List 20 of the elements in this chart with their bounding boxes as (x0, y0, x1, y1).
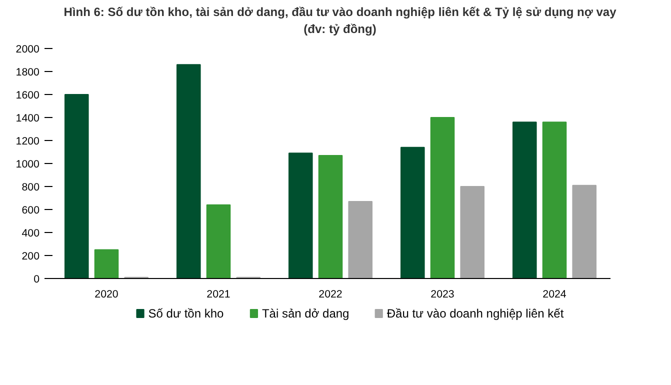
x-tick-label: 2024 (542, 288, 566, 301)
y-tick-label: 1400 (16, 112, 40, 125)
y-tick-label: 1800 (16, 66, 40, 79)
x-tick-label: 2020 (94, 288, 118, 301)
y-tick-label: 200 (22, 250, 40, 263)
legend-label: Đầu tư vào doanh nghiệp liên kết (386, 306, 564, 321)
chart-title: Hình 6: Số dư tồn kho, tài sản dở dang, đầu tư vào doanh nghiệp liên kết & Tỷ lệ sử dụng nợ vay (đv: tỷ đồng) (62, 4, 618, 38)
legend-label: Số dư tồn kho (148, 306, 224, 321)
y-tick-label: 1600 (16, 90, 40, 102)
y-tick-label: 0 (34, 274, 40, 286)
x-tick-label: 2023 (430, 288, 454, 301)
y-tick-label: 2000 (16, 44, 40, 56)
x-tick-label: 2022 (318, 288, 342, 301)
y-tick-label: 800 (22, 182, 40, 194)
x-tick-label: 2021 (206, 288, 230, 301)
y-tick-label: 600 (22, 204, 40, 217)
y-tick-label: 400 (22, 228, 40, 240)
y-tick-label: 1000 (16, 158, 40, 171)
y-tick-label: 1200 (16, 136, 40, 148)
legend-label: Tài sản dở dang (262, 306, 350, 321)
